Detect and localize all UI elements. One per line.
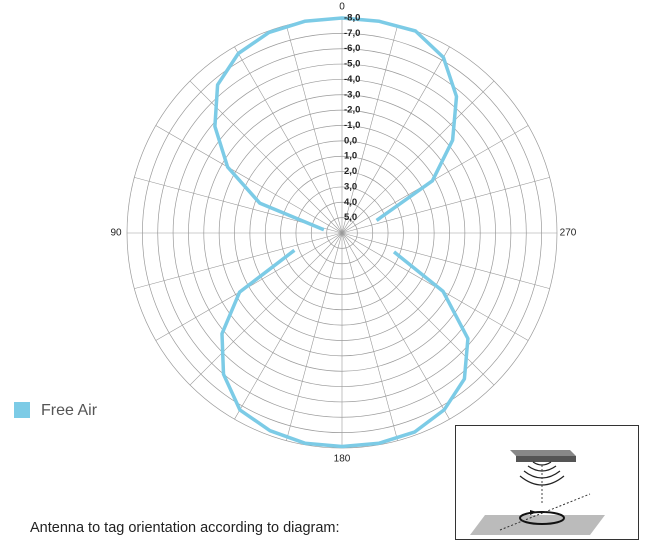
r-tick-label: -1,0 (344, 120, 360, 131)
legend-label: Free Air (41, 402, 98, 419)
r-tick-label: 1,0 (344, 151, 357, 162)
r-tick-label: 4,0 (344, 197, 357, 208)
caption: Antenna to tag orientation according to … (30, 520, 340, 536)
r-tick-label: 3,0 (344, 181, 357, 192)
r-tick-label: -7,0 (344, 28, 360, 39)
polar-grid (127, 18, 557, 448)
r-tick-label: -5,0 (344, 59, 360, 70)
r-tick-label: -8,0 (344, 13, 360, 24)
orientation-diagram (456, 426, 639, 540)
r-tick-label: -3,0 (344, 89, 360, 100)
r-tick-label: -2,0 (344, 105, 360, 116)
r-tick-label: -6,0 (344, 43, 360, 54)
theta-tick-label: 270 (560, 228, 577, 239)
r-tick-label: 0,0 (344, 135, 357, 146)
theta-tick-label: 180 (334, 454, 351, 465)
chart: -8,0 -7,0 -6,0 -5,0 -4,0 -3,0 -2,0 -1,0 0,0 1,0 2,… (0, 0, 645, 542)
legend-swatch (14, 402, 30, 418)
r-tick-label: -4,0 (344, 74, 360, 85)
theta-tick-label: 90 (110, 228, 122, 239)
r-tick-label: 2,0 (344, 166, 357, 177)
page: {"chart_data": {"type": "polar_line", "a… (0, 0, 645, 542)
theta-tick-label: 0 (339, 2, 345, 13)
r-tick-label: 5,0 (344, 212, 357, 223)
